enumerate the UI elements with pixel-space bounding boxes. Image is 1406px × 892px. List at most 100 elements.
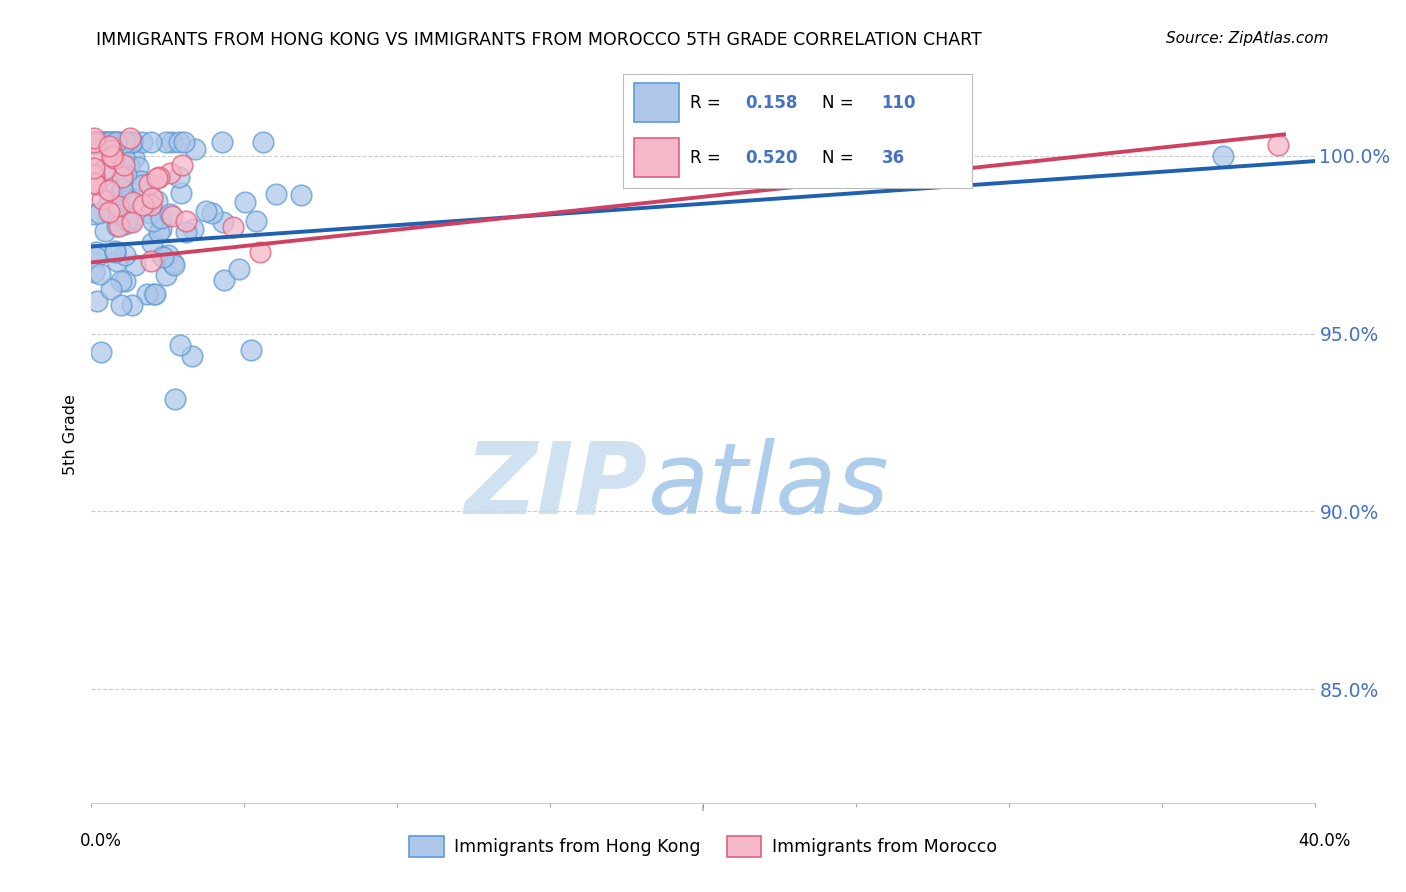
Point xyxy=(83,207,105,221)
Point xyxy=(132,197,155,211)
Point xyxy=(105,219,128,233)
Point xyxy=(83,161,105,175)
Point xyxy=(180,349,202,363)
Point xyxy=(110,274,132,288)
Point xyxy=(163,258,186,272)
Point xyxy=(104,135,127,149)
Point xyxy=(155,135,177,149)
Point xyxy=(290,187,312,202)
Point xyxy=(139,198,162,212)
Point xyxy=(146,171,169,186)
Point xyxy=(110,135,132,149)
Point xyxy=(143,287,166,301)
Point xyxy=(1267,138,1289,153)
Point xyxy=(174,214,197,228)
Point xyxy=(240,343,263,357)
Point xyxy=(138,177,160,191)
Point xyxy=(94,135,117,149)
Point xyxy=(112,158,135,172)
Point xyxy=(94,162,117,177)
Point xyxy=(107,135,129,149)
Point xyxy=(97,204,120,219)
Point xyxy=(162,256,184,270)
Point xyxy=(101,135,124,149)
Point xyxy=(121,135,143,149)
Point xyxy=(200,205,222,219)
Point xyxy=(163,392,186,406)
Point xyxy=(93,135,115,149)
Point xyxy=(83,135,105,149)
Point xyxy=(122,194,145,209)
Point xyxy=(101,148,124,162)
Point xyxy=(150,249,173,263)
Point xyxy=(112,169,135,184)
Point xyxy=(249,244,271,259)
Point xyxy=(124,258,146,272)
Point xyxy=(159,207,181,221)
Point xyxy=(131,178,153,193)
Point xyxy=(155,268,177,282)
Point xyxy=(115,193,138,207)
Point xyxy=(139,135,162,149)
Point xyxy=(98,164,121,178)
Text: ZIP: ZIP xyxy=(465,438,648,535)
Point xyxy=(252,135,274,149)
Point xyxy=(121,135,143,149)
Point xyxy=(118,131,141,145)
Point xyxy=(114,274,136,288)
Point xyxy=(228,262,250,277)
Point xyxy=(100,206,122,220)
Text: 0.0%: 0.0% xyxy=(80,832,122,850)
Point xyxy=(167,170,190,185)
Point xyxy=(160,210,183,224)
Point xyxy=(100,143,122,157)
Point xyxy=(172,158,194,172)
Point xyxy=(114,248,136,262)
Point xyxy=(117,159,139,173)
Point xyxy=(103,244,125,258)
Point xyxy=(91,135,114,149)
Point xyxy=(104,244,127,259)
Point xyxy=(112,151,135,165)
Point xyxy=(143,287,166,301)
Point xyxy=(107,199,129,213)
Point xyxy=(127,160,149,174)
Point xyxy=(84,251,107,265)
Point xyxy=(222,219,245,234)
Point xyxy=(212,215,235,229)
Point xyxy=(141,254,163,268)
Point xyxy=(118,214,141,228)
Point xyxy=(100,282,122,296)
Point xyxy=(84,137,107,152)
Point xyxy=(160,135,183,149)
Point xyxy=(129,174,152,188)
Point xyxy=(89,206,111,220)
Point xyxy=(100,135,122,149)
Point xyxy=(117,135,139,149)
Point xyxy=(89,267,111,281)
Text: 40.0%: 40.0% xyxy=(1298,832,1351,850)
Point xyxy=(98,135,121,149)
Point xyxy=(91,193,114,207)
Point xyxy=(245,214,267,228)
Point xyxy=(167,135,190,149)
Point xyxy=(83,168,105,182)
Point xyxy=(97,193,120,207)
Point xyxy=(83,131,105,145)
Point xyxy=(110,298,132,312)
Point xyxy=(115,213,138,227)
Point xyxy=(184,142,207,156)
Point xyxy=(114,217,136,231)
Point xyxy=(83,135,105,149)
Point xyxy=(115,135,138,149)
Point xyxy=(111,182,134,196)
Point xyxy=(141,235,163,250)
Point xyxy=(84,178,107,192)
Point xyxy=(98,139,121,153)
Point xyxy=(84,244,107,259)
Point xyxy=(110,169,132,184)
Point xyxy=(173,135,195,149)
Point xyxy=(148,170,170,185)
Point xyxy=(122,151,145,165)
Point xyxy=(111,208,134,222)
